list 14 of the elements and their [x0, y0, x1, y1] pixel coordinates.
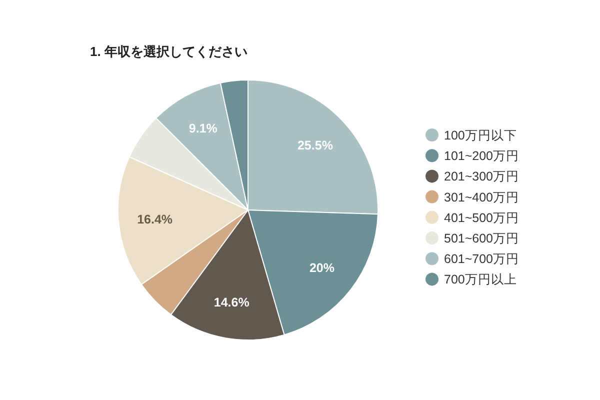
data-label: 20%	[309, 260, 334, 275]
legend-label: 601~700万円	[444, 252, 520, 266]
data-label: 16.4%	[137, 212, 173, 226]
legend-label: 100万円以下	[444, 128, 517, 142]
chart-title: 1. 年収を選択してください	[90, 44, 248, 59]
legend-label: 401~500万円	[444, 210, 520, 225]
legend-label: 101~200万円	[444, 149, 520, 164]
legend-label: 201~300万円	[444, 170, 520, 184]
data-label: 14.6%	[214, 296, 250, 310]
legend-label: 700万円以上	[444, 272, 517, 287]
data-label: 9.1%	[188, 121, 218, 136]
data-label: 25.5%	[297, 138, 333, 152]
legend-label: 301~400万円	[444, 190, 520, 204]
legend-label: 501~600万円	[444, 232, 520, 246]
